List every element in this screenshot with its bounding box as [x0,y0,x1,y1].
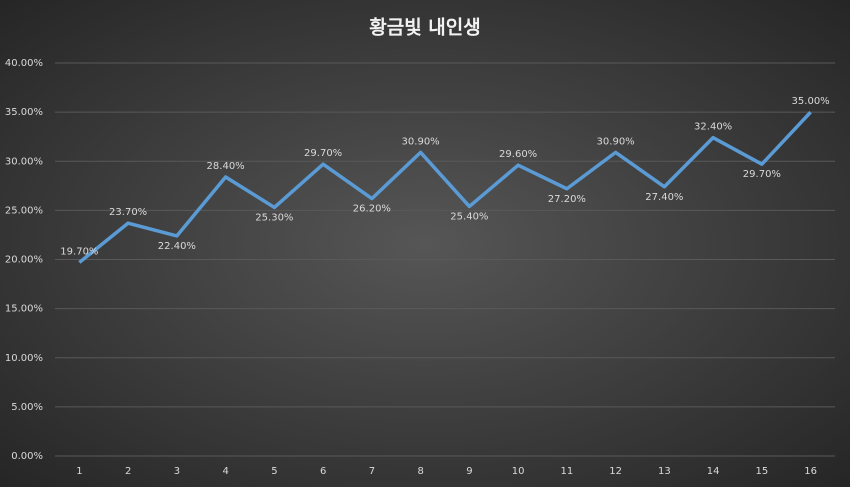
x-tick-label: 3 [174,466,180,477]
y-tick-label: 35.00% [5,107,43,118]
data-label: 32.40% [694,122,732,133]
y-tick-label: 30.00% [5,156,43,167]
data-label: 35.00% [792,96,830,107]
y-tick-label: 10.00% [5,353,43,364]
chart-title: 황금빛 내인생 [369,16,481,39]
data-label: 27.40% [645,192,683,203]
y-tick-label: 0.00% [11,451,43,462]
x-tick-label: 15 [756,466,769,477]
data-label: 29.70% [743,169,781,180]
x-tick-label: 1 [76,466,82,477]
data-label: 26.20% [353,204,391,215]
x-tick-label: 5 [271,466,277,477]
data-label: 23.70% [109,207,147,218]
x-tick-label: 10 [512,466,525,477]
data-label: 28.40% [207,161,245,172]
data-line [78,110,812,264]
x-tick-label: 16 [804,466,817,477]
x-tick-label: 13 [658,466,671,477]
x-tick-label: 14 [707,466,720,477]
data-label: 19.70% [60,246,98,257]
data-label: 30.90% [597,136,635,147]
y-tick-label: 15.00% [5,304,43,315]
x-tick-label: 7 [369,466,375,477]
x-tick-label: 11 [561,466,574,477]
y-tick-label: 20.00% [5,255,43,266]
x-tick-label: 8 [417,466,423,477]
data-label: 25.30% [255,212,293,223]
data-label: 27.20% [548,194,586,205]
data-label: 29.70% [304,148,342,159]
data-label: 30.90% [402,136,440,147]
x-tick-label: 9 [466,466,472,477]
y-tick-label: 25.00% [5,205,43,216]
x-tick-label: 4 [222,466,228,477]
data-label: 22.40% [158,241,196,252]
x-tick-label: 6 [320,466,326,477]
x-tick-label: 12 [609,466,622,477]
y-tick-label: 40.00% [5,58,43,69]
y-tick-label: 5.00% [11,402,43,413]
x-tick-label: 2 [125,466,131,477]
data-label: 25.40% [450,211,488,222]
data-label: 29.60% [499,149,537,160]
